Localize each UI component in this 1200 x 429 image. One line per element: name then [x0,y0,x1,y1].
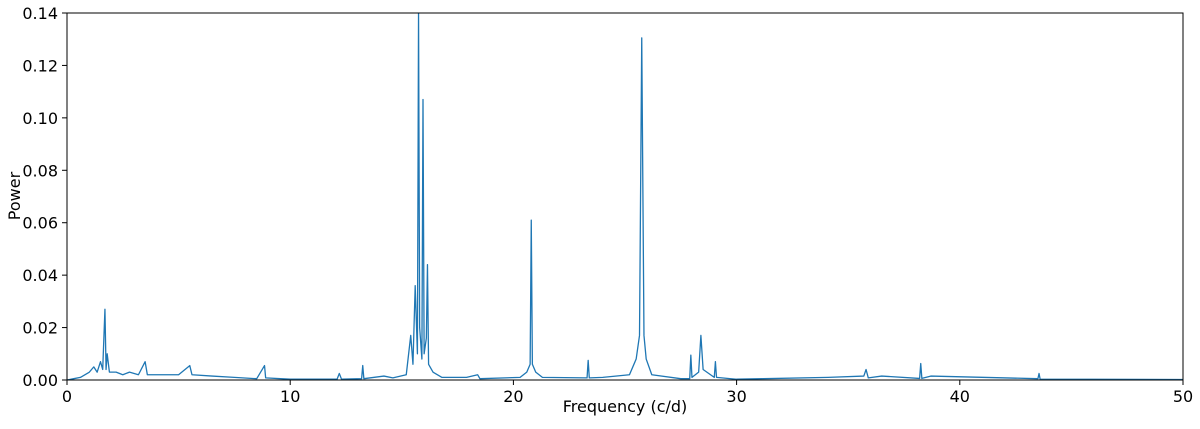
x-tick-label: 10 [280,387,300,406]
x-tick-label: 40 [950,387,970,406]
y-tick-label: 0.00 [22,371,58,390]
x-tick-label: 30 [726,387,746,406]
y-tick-label: 0.12 [22,56,58,75]
y-axis-label: Power [5,171,24,220]
x-tick-label: 50 [1173,387,1193,406]
y-tick-label: 0.02 [22,319,58,338]
x-tick-label: 20 [503,387,523,406]
y-tick-label: 0.14 [22,4,58,23]
plot-frame [66,12,1184,381]
y-tick-label: 0.04 [22,266,58,285]
data-line [67,13,1183,380]
y-tick-label: 0.08 [22,161,58,180]
y-tick-label: 0.06 [22,214,58,233]
x-tick-label: 0 [62,387,72,406]
x-axis-label: Frequency (c/d) [563,397,688,416]
y-tick-label: 0.10 [22,109,58,128]
